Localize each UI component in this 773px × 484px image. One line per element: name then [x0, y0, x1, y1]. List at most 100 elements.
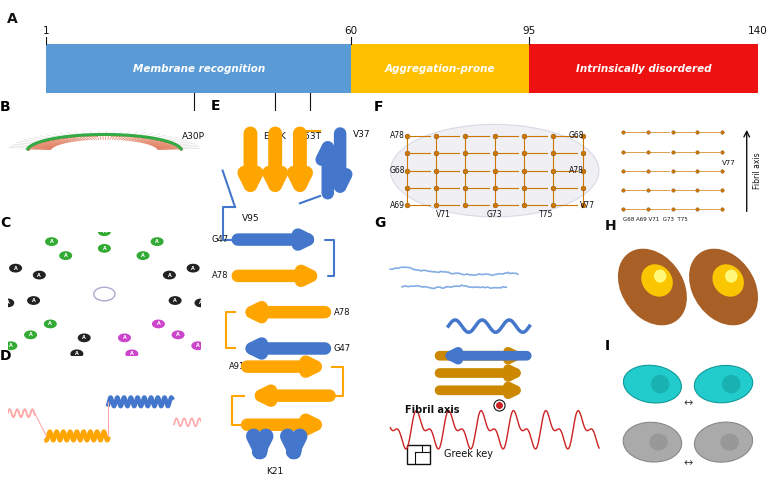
Circle shape — [99, 228, 111, 235]
Text: V37: V37 — [352, 130, 370, 139]
Text: Intrinsically disordered: Intrinsically disordered — [576, 63, 711, 74]
Text: A91: A91 — [229, 362, 245, 371]
Circle shape — [56, 382, 68, 390]
Circle shape — [33, 272, 45, 279]
Text: ↔: ↔ — [683, 398, 693, 408]
Ellipse shape — [722, 375, 741, 393]
Circle shape — [211, 257, 223, 265]
Text: 140: 140 — [747, 26, 768, 36]
Text: G73: G73 — [487, 210, 502, 219]
Ellipse shape — [720, 434, 739, 451]
Circle shape — [119, 334, 131, 342]
Circle shape — [192, 342, 203, 349]
Text: A: A — [64, 253, 67, 258]
Ellipse shape — [618, 249, 687, 325]
Text: F: F — [374, 100, 383, 114]
Text: ↔: ↔ — [683, 458, 693, 468]
Circle shape — [138, 252, 149, 259]
Text: B: B — [0, 100, 11, 114]
Text: A: A — [215, 259, 219, 264]
Text: A: A — [22, 211, 26, 216]
Circle shape — [60, 252, 71, 259]
Text: V71: V71 — [436, 210, 451, 219]
Circle shape — [63, 366, 75, 374]
Text: A: A — [145, 383, 148, 388]
Ellipse shape — [623, 422, 682, 462]
Text: A: A — [60, 383, 64, 388]
Circle shape — [187, 264, 199, 272]
Text: A: A — [155, 239, 159, 244]
Text: K21: K21 — [267, 467, 284, 475]
Ellipse shape — [689, 249, 758, 325]
Ellipse shape — [390, 124, 599, 217]
Ellipse shape — [623, 365, 682, 403]
Circle shape — [99, 195, 111, 202]
Text: A: A — [103, 246, 106, 251]
Ellipse shape — [642, 264, 673, 297]
Text: A30P: A30P — [182, 132, 205, 141]
Text: G: G — [374, 216, 386, 230]
Circle shape — [5, 342, 17, 349]
Text: A: A — [191, 266, 195, 271]
Bar — [351, 44, 529, 93]
Text: A: A — [36, 225, 39, 230]
Text: A53T: A53T — [298, 132, 322, 141]
Circle shape — [179, 210, 191, 217]
Ellipse shape — [654, 270, 666, 283]
Text: A: A — [138, 367, 141, 372]
Circle shape — [212, 353, 223, 361]
Text: 95: 95 — [523, 26, 536, 36]
Text: G68: G68 — [568, 131, 584, 140]
Bar — [529, 44, 758, 93]
Circle shape — [45, 320, 56, 328]
Text: G68: G68 — [390, 166, 405, 175]
Text: V77: V77 — [722, 160, 736, 166]
Circle shape — [71, 350, 83, 358]
Text: A: A — [216, 354, 220, 359]
Text: 1: 1 — [43, 26, 49, 36]
Text: A: A — [49, 321, 53, 326]
Text: A: A — [250, 305, 254, 310]
Text: 60: 60 — [345, 26, 358, 36]
Circle shape — [46, 238, 57, 245]
Text: A: A — [103, 229, 106, 234]
Text: A: A — [103, 196, 106, 201]
Text: V95: V95 — [242, 214, 259, 223]
Circle shape — [152, 320, 164, 328]
Text: Membrane recognition: Membrane recognition — [133, 63, 265, 74]
Ellipse shape — [713, 264, 744, 297]
Text: A: A — [183, 211, 187, 216]
Circle shape — [134, 366, 145, 374]
Text: A: A — [123, 335, 126, 340]
Circle shape — [99, 245, 111, 252]
Circle shape — [247, 304, 258, 311]
Bar — [46, 44, 351, 93]
Text: Greek key: Greek key — [444, 450, 492, 459]
Circle shape — [221, 302, 233, 309]
Text: I: I — [604, 339, 610, 353]
Text: T75: T75 — [539, 210, 553, 219]
Circle shape — [99, 212, 111, 219]
Circle shape — [152, 238, 163, 245]
Circle shape — [25, 331, 36, 338]
Text: G47: G47 — [334, 344, 351, 353]
Ellipse shape — [651, 375, 669, 393]
Text: A: A — [196, 343, 199, 348]
Text: A: A — [225, 303, 229, 308]
Text: A: A — [37, 272, 41, 277]
Circle shape — [195, 299, 206, 306]
Circle shape — [169, 297, 181, 304]
Circle shape — [28, 297, 39, 304]
Text: E46K: E46K — [264, 132, 286, 141]
Text: Aggregation-prone: Aggregation-prone — [385, 63, 495, 74]
Ellipse shape — [649, 434, 668, 451]
Ellipse shape — [694, 365, 753, 403]
Text: G47: G47 — [212, 235, 229, 244]
Text: A: A — [199, 301, 203, 305]
Text: A: A — [32, 298, 36, 303]
Text: A78: A78 — [568, 166, 584, 175]
Circle shape — [141, 382, 152, 390]
Text: A: A — [239, 252, 243, 257]
Text: Fibril axis: Fibril axis — [405, 405, 460, 415]
Text: A: A — [29, 333, 32, 337]
